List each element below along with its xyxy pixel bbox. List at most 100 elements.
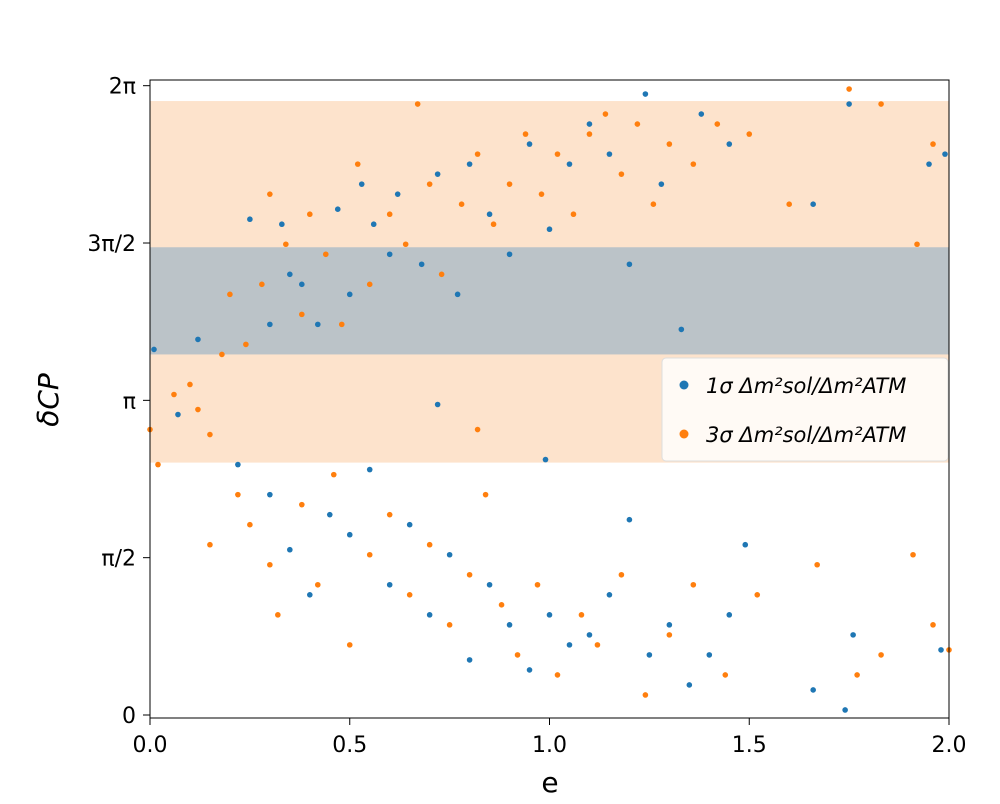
point — [586, 632, 593, 638]
point — [878, 101, 884, 107]
y-axis-label: δCP — [32, 373, 65, 427]
point — [686, 682, 693, 688]
point — [570, 211, 577, 218]
point — [606, 592, 613, 598]
point — [534, 581, 541, 588]
point — [307, 211, 313, 218]
point — [338, 321, 345, 328]
legend-marker — [679, 429, 689, 439]
point — [642, 91, 649, 97]
point — [334, 206, 341, 213]
point — [394, 191, 401, 197]
point — [267, 321, 273, 328]
point — [299, 281, 305, 288]
point — [299, 311, 305, 318]
point — [454, 291, 461, 298]
point — [666, 622, 673, 628]
point — [650, 201, 657, 207]
point — [626, 516, 633, 523]
point — [482, 491, 489, 498]
point — [155, 461, 161, 468]
x-tick-label: 1.5 — [732, 733, 767, 758]
point — [314, 321, 321, 328]
point — [446, 622, 453, 628]
point — [227, 291, 233, 298]
legend-box — [661, 357, 949, 462]
point — [434, 401, 441, 408]
point — [786, 201, 792, 207]
y-tick-label: 0 — [122, 704, 136, 729]
point — [466, 161, 473, 167]
point — [938, 647, 944, 653]
point — [370, 221, 377, 228]
point — [742, 541, 749, 548]
point — [930, 141, 936, 147]
point — [307, 592, 313, 598]
point — [267, 491, 273, 498]
point — [910, 551, 916, 558]
point — [658, 181, 665, 187]
point — [354, 161, 361, 167]
point — [546, 226, 553, 233]
point — [666, 141, 673, 147]
point — [878, 652, 884, 658]
point — [506, 181, 513, 187]
point — [466, 571, 473, 578]
point — [366, 281, 373, 288]
point — [606, 151, 613, 157]
band — [150, 247, 949, 355]
point — [235, 491, 241, 498]
point — [219, 351, 225, 358]
point — [586, 131, 593, 137]
point — [406, 592, 413, 598]
point — [810, 201, 816, 207]
point — [283, 241, 289, 248]
point — [366, 466, 373, 473]
y-tick-label: 3π/2 — [87, 232, 136, 257]
point — [726, 141, 733, 147]
point — [446, 551, 453, 558]
point — [754, 592, 761, 598]
point — [626, 261, 633, 268]
point — [554, 151, 561, 157]
point — [346, 531, 353, 538]
point — [634, 121, 641, 127]
point — [322, 251, 329, 258]
point — [426, 612, 433, 618]
point — [842, 707, 848, 713]
point — [526, 667, 533, 673]
point — [746, 131, 753, 137]
point — [602, 111, 609, 117]
point — [299, 501, 305, 508]
point — [498, 602, 505, 608]
point — [346, 642, 353, 648]
point — [474, 151, 481, 157]
point — [546, 612, 553, 618]
point — [414, 101, 421, 107]
legend-label: 1σ Δm²sol/Δm²ATM — [706, 374, 906, 398]
point — [235, 461, 241, 468]
point — [726, 612, 733, 618]
point — [854, 672, 860, 678]
point — [386, 251, 393, 258]
point — [287, 546, 293, 553]
point — [706, 652, 713, 658]
point — [526, 141, 533, 147]
point — [267, 561, 273, 568]
point — [386, 581, 393, 588]
point — [326, 511, 333, 518]
point — [486, 581, 493, 588]
point — [690, 581, 697, 588]
point — [358, 181, 365, 187]
point — [151, 346, 157, 353]
point — [267, 191, 273, 197]
point — [247, 521, 253, 528]
point — [698, 111, 705, 117]
point — [522, 131, 529, 137]
point — [618, 571, 625, 578]
point — [386, 511, 393, 518]
point — [538, 191, 545, 197]
point — [586, 121, 593, 127]
point — [810, 687, 816, 693]
point — [171, 391, 177, 398]
